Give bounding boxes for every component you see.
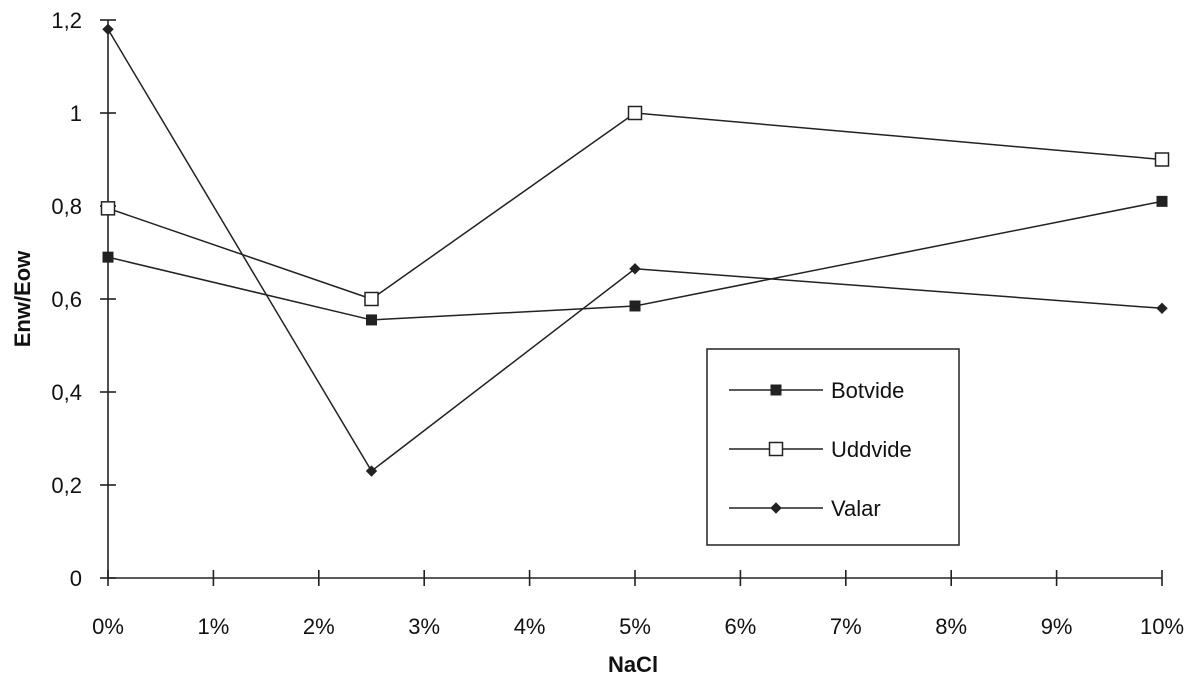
x-tick-label: 9% (1041, 614, 1073, 639)
data-point-uddvide (100, 201, 116, 216)
data-point-valar (629, 263, 641, 275)
y-tick-label: 1,2 (51, 8, 82, 33)
data-point-botvide (629, 300, 641, 312)
y-axis-title: Enw/Eow (10, 250, 35, 347)
data-point-valar (102, 23, 114, 36)
series-line-uddvide (107, 112, 1163, 300)
x-tick-label: 0% (92, 614, 124, 639)
legend-label-botvide: Botvide (831, 378, 904, 403)
data-point-botvide (1156, 195, 1168, 207)
y-tick-label: 0,2 (51, 473, 82, 498)
x-tick-label: 5% (619, 614, 651, 639)
x-tick-label: 1% (198, 614, 230, 639)
data-point-uddvide (627, 105, 643, 121)
y-tick-label: 1 (70, 101, 82, 126)
x-tick-label: 10% (1140, 614, 1184, 639)
data-point-valar (1156, 302, 1168, 315)
x-tick-label: 4% (514, 614, 546, 639)
x-tick-label: 3% (408, 614, 440, 639)
data-point-uddvide (1154, 152, 1170, 167)
x-tick-label: 6% (725, 614, 757, 639)
data-point-botvide (366, 314, 377, 326)
axes (107, 20, 1162, 579)
x-axis-ticks: 0% 1% 2% 3% 4% 5% 6% 7% 8% 9% 10% (92, 570, 1184, 639)
legend-marker-uddvide (768, 441, 784, 457)
data-point-botvide (102, 251, 114, 263)
x-tick-label: 7% (830, 614, 862, 639)
legend-label-uddvide: Uddvide (831, 437, 912, 462)
series-botvide (102, 195, 1168, 326)
series-line-valar (107, 28, 1163, 473)
y-tick-label: 0 (70, 566, 82, 591)
legend: Botvide Uddvide Valar (706, 348, 960, 546)
y-tick-label: 0,8 (51, 194, 82, 219)
series-valar (102, 23, 1168, 477)
legend-box (706, 348, 960, 546)
series-layer (100, 23, 1170, 477)
x-tick-label: 2% (303, 614, 335, 639)
y-tick-label: 0,4 (51, 380, 82, 405)
x-tick-label: 8% (935, 614, 967, 639)
series-line-botvide (107, 200, 1163, 321)
x-axis-title: NaCl (608, 652, 658, 677)
y-tick-label: 0,6 (51, 287, 82, 312)
series-uddvide (100, 105, 1170, 307)
legend-label-valar: Valar (831, 496, 881, 521)
data-point-valar (365, 465, 378, 477)
legend-marker-valar (770, 502, 782, 514)
y-axis-ticks: 0 0,2 0,4 0,6 0,8 1 1,2 (51, 8, 116, 591)
legend-marker-botvide (770, 384, 782, 396)
data-point-uddvide (364, 291, 379, 307)
